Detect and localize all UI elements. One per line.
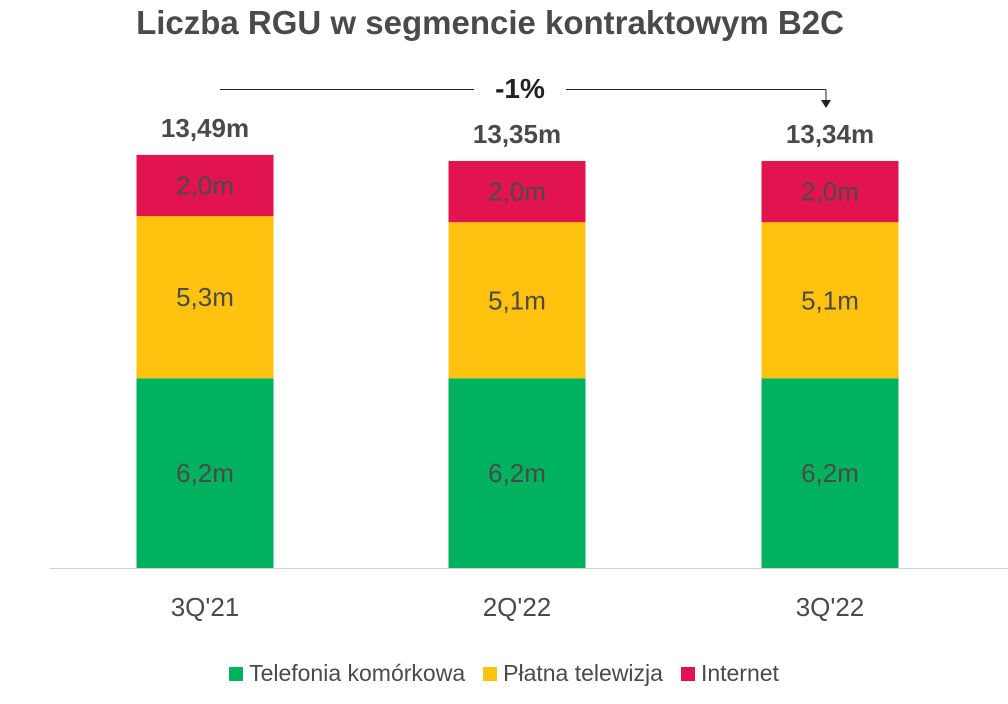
legend-swatch-tv: [483, 666, 498, 681]
legend-swatch-internet: [680, 666, 695, 681]
legend-item-mobile: Telefonia komórkowa: [229, 660, 465, 687]
bar-segment-2-3: [761, 222, 899, 379]
change-label: -1%: [495, 73, 545, 104]
bar-segment-2-2: [448, 222, 586, 379]
data-label-2-3: 5,1m: [801, 285, 859, 315]
stacked-bar-chart: 6,2m 5,3m 2,0m 13,49m 3Q'21 6,2m 5,1m 2,0m 13,35…: [50, 73, 1008, 622]
legend-label-internet: Internet: [700, 660, 779, 686]
change-arrow-head: [821, 100, 831, 108]
data-label-1-2: 6,2m: [488, 458, 546, 488]
data-label-1-1: 6,2m: [176, 458, 234, 488]
total-label-2: 13,35m: [473, 119, 561, 149]
bar-segment-1-3: [761, 378, 899, 568]
legend: Telefonia komórkowa Płatna telewizja Int…: [0, 660, 1008, 687]
legend-item-tv: Płatna telewizja: [483, 660, 663, 687]
bar-segment-3-2: [448, 161, 586, 223]
category-label-3: 3Q'22: [796, 592, 865, 622]
total-label-1: 13,49m: [161, 113, 249, 143]
legend-item-internet: Internet: [680, 660, 779, 687]
bar-segment-1-2: [448, 378, 586, 568]
bar-segment-2-1: [136, 216, 274, 379]
data-label-1-3: 6,2m: [801, 458, 859, 488]
data-label-3-2: 2,0m: [488, 177, 546, 207]
total-label-3: 13,34m: [786, 119, 874, 149]
legend-label-mobile: Telefonia komórkowa: [249, 660, 466, 686]
category-label-2: 2Q'22: [483, 592, 552, 622]
bar-segment-3-3: [761, 161, 899, 223]
chart-title: Liczba RGU w segmencie kontraktowym B2C: [136, 4, 844, 41]
bar-segment-3-1: [136, 154, 274, 217]
legend-swatch-mobile: [229, 666, 244, 681]
category-label-1: 3Q'21: [171, 592, 240, 622]
data-label-3-3: 2,0m: [801, 177, 859, 207]
data-label-2-2: 5,1m: [488, 285, 546, 315]
bar-segment-1-1: [136, 378, 274, 568]
data-label-3-1: 2,0m: [176, 171, 234, 201]
data-label-2-1: 5,3m: [176, 282, 234, 312]
legend-label-tv: Płatna telewizja: [503, 660, 663, 686]
